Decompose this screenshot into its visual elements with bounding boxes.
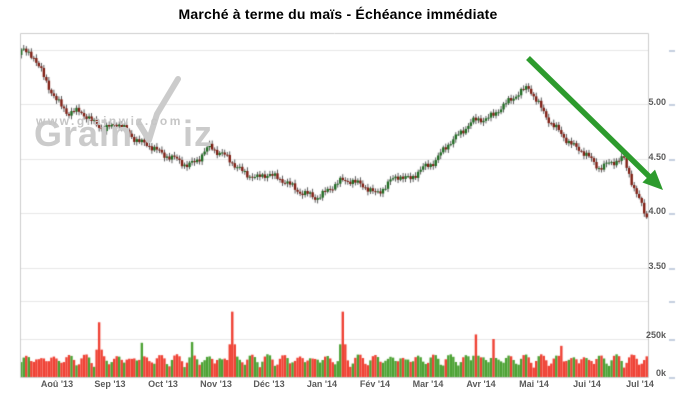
price-tick-label: 5.00 <box>648 97 666 107</box>
volume-tick-label: 0k <box>655 368 666 378</box>
x-tick-label: Sep '13 <box>94 379 126 389</box>
x-tick-label: Jan '14 <box>306 379 338 389</box>
volume-tick-label: 250k <box>645 330 666 340</box>
x-tick-label: Oct '13 <box>148 379 178 389</box>
x-tick-label: Jui '14 <box>573 379 601 389</box>
x-tick-label: Mar '14 <box>412 379 444 389</box>
x-tick-label: Avr '14 <box>466 379 496 389</box>
x-tick-label: Jul '14 <box>626 379 654 389</box>
x-tick-label: Fév '14 <box>359 379 391 389</box>
x-tick-label: Aoû '13 <box>40 379 74 389</box>
chart-title: Marché à terme du maïs - Échéance immédi… <box>178 6 498 22</box>
price-tick-label: 3.50 <box>648 260 666 271</box>
x-tick-label: Déc '13 <box>253 379 285 389</box>
x-tick-label: Mai '14 <box>519 379 549 389</box>
price-tick-label: 4.50 <box>648 151 666 162</box>
price-tick-label: 4.00 <box>648 206 666 216</box>
x-tick-label: Nov '13 <box>200 379 232 389</box>
